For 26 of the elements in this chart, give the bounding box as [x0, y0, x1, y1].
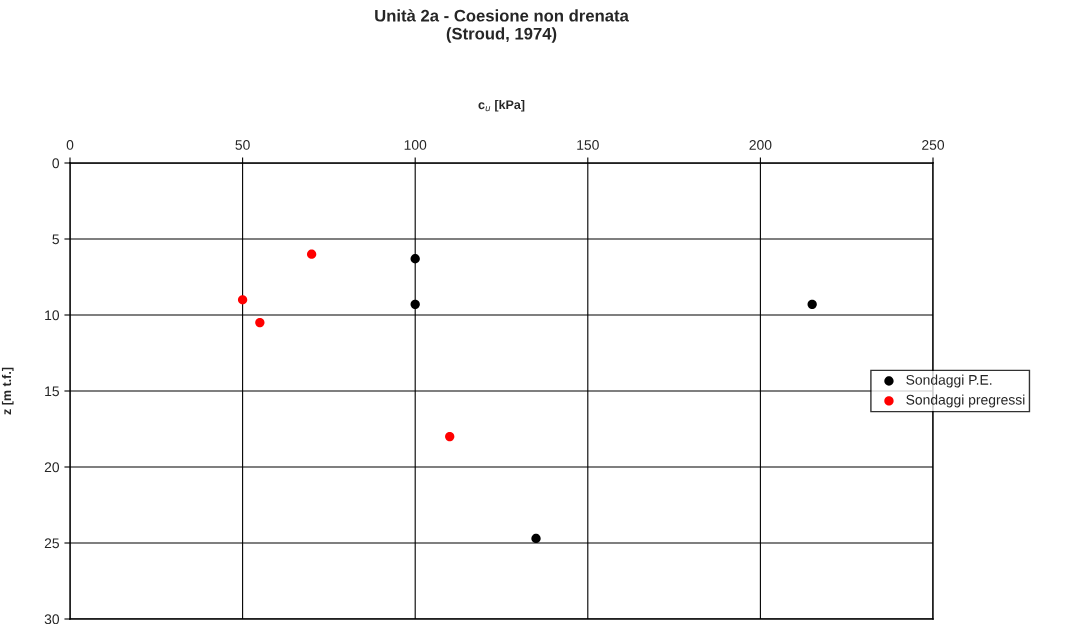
point	[807, 299, 817, 310]
y-tick-label: 10	[45, 310, 60, 321]
point	[410, 254, 420, 264]
legend-label: Sondaggi pregressi	[906, 394, 1025, 408]
x-tick-label: 50	[235, 140, 250, 150]
chart-title: Unità 2a - Coesione non drenata (Stroud, 1974)	[375, 9, 629, 43]
x-tick-label: 0	[66, 140, 74, 150]
y-tick-label: 0	[52, 158, 60, 169]
x-tick-label: 100	[404, 140, 427, 150]
x-tick-label: 250	[922, 140, 945, 150]
y-tick-label: 20	[44, 462, 60, 473]
legend-label: Sondaggi P.E.	[906, 374, 992, 388]
point	[255, 317, 265, 328]
y-tick-label: 30	[44, 614, 60, 624]
point	[531, 533, 541, 544]
y-tick-label: 5	[52, 234, 59, 245]
x-axis-title: c$_{u}$ [kPa]	[478, 99, 525, 112]
y-axis-title: z [m t.f.]	[1, 367, 14, 415]
point	[306, 249, 317, 259]
point	[410, 299, 420, 310]
point	[445, 431, 455, 442]
y-tick-label: 15	[45, 386, 59, 397]
y-tick-label: 25	[44, 538, 59, 549]
x-tick-label: 200	[749, 140, 772, 150]
x-tick-label: 150	[577, 140, 599, 150]
point	[237, 295, 248, 305]
